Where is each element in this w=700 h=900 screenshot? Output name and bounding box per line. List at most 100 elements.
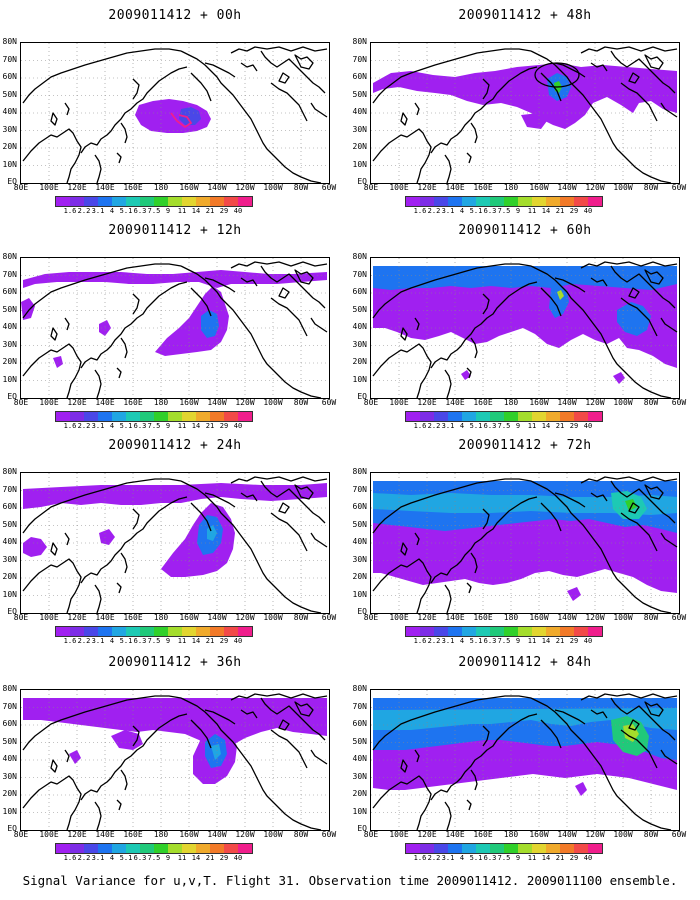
coastline: [120, 337, 128, 359]
longitude-label: 80W: [643, 830, 659, 839]
longitude-label: 140E: [445, 830, 465, 839]
colorbar-swatch: [434, 197, 448, 206]
coastline: [610, 480, 676, 524]
longitude-label: 180: [503, 398, 519, 407]
colorbar-swatch: [546, 197, 560, 206]
coastline: [372, 48, 532, 104]
longitude-label: 140W: [207, 613, 227, 622]
colorbar-label: 9: [165, 422, 171, 430]
colorbar-label: 11: [527, 854, 537, 862]
coastline: [372, 128, 432, 183]
colorbar-label: 11: [527, 207, 537, 215]
longitude-label: 100E: [39, 183, 59, 192]
colorbar-label: 5.1: [469, 422, 483, 430]
map-canvas: [21, 690, 329, 830]
coastline: [204, 277, 236, 293]
colorbar-swatch: [224, 627, 238, 636]
colorbar-label: 2.2: [77, 637, 91, 645]
latitude-label: 50N: [2, 736, 17, 746]
colorbar-swatch: [434, 412, 448, 421]
latitude-label: 40N: [2, 107, 17, 116]
map-frame: [370, 257, 680, 399]
map-panel: 2009011412 + 12h 80N 70N 60N 50N 40N 30N 20N 10N…: [0, 215, 350, 437]
latitude-label: 10N: [352, 374, 367, 384]
colorbar-label: 21: [205, 422, 215, 430]
latitude-label: 40N: [352, 107, 367, 116]
colorbar-swatch: [574, 627, 588, 636]
longitude-label: 160W: [179, 183, 199, 192]
coastline: [190, 719, 212, 749]
coastline: [50, 112, 58, 126]
variance-contour-fill: [99, 529, 115, 545]
coastline: [628, 502, 640, 514]
colorbar-label: 4: [109, 207, 115, 215]
panel-title: 2009011412 + 24h: [108, 438, 242, 453]
colorbar-swatch: [210, 412, 224, 421]
longitude-label: 120E: [67, 183, 87, 192]
longitude-label: 180: [153, 183, 169, 192]
coastline: [64, 317, 70, 331]
coastline: [22, 695, 182, 751]
colorbar-label: 21: [205, 854, 215, 862]
variance-contour-fill: [23, 483, 327, 509]
longitude-label: 80E: [13, 613, 29, 622]
longitude-label: 180: [153, 398, 169, 407]
panel-title: 2009011412 + 60h: [458, 223, 592, 238]
longitude-label: 140E: [95, 613, 115, 622]
colorbar-swatch: [560, 627, 574, 636]
coastline: [50, 542, 58, 556]
colorbar-label: 2.2: [77, 422, 91, 430]
latitude-label: 20N: [352, 572, 367, 581]
colorbar-swatch: [238, 844, 252, 853]
coastline: [444, 369, 452, 398]
longitude-label: 60W: [321, 830, 337, 839]
colorbar-swatch: [154, 844, 168, 853]
longitude-label: 140W: [207, 830, 227, 839]
longitude-label: 80W: [293, 830, 309, 839]
longitude-label: 80E: [363, 613, 379, 622]
coastline: [116, 367, 122, 379]
coastline: [620, 729, 658, 769]
coastline: [660, 317, 678, 333]
coastline: [270, 297, 308, 337]
coastline: [116, 799, 122, 811]
longitude-label: 60W: [671, 183, 687, 192]
map-canvas: [371, 690, 679, 830]
latitude-label: 50N: [2, 519, 17, 529]
colorbar-swatch: [476, 412, 490, 421]
longitude-label: 80W: [643, 613, 659, 622]
colorbar-label: 14: [191, 422, 201, 430]
map-frame: [20, 472, 330, 614]
colorbar-swatch: [476, 627, 490, 636]
colorbar-swatch: [112, 627, 126, 636]
colorbar-label: 1.6: [63, 854, 77, 862]
latitude-label: 10N: [352, 589, 367, 599]
colorbar-swatch: [406, 412, 420, 421]
colorbar-swatch: [210, 627, 224, 636]
colorbar-label: 29: [219, 207, 229, 215]
coastline: [310, 102, 328, 118]
longitude-label: 80E: [13, 830, 29, 839]
colorbar-label: 7.5: [497, 854, 511, 862]
coastline: [204, 492, 236, 508]
longitude-label: 80E: [363, 398, 379, 407]
longitude-label: 160W: [179, 398, 199, 407]
colorbar-label: 14: [541, 854, 551, 862]
coastline: [120, 552, 128, 574]
colorbar-label: 1.6: [63, 207, 77, 215]
longitude-label: 80E: [363, 183, 379, 192]
coastline: [310, 532, 328, 548]
latitude-label: 40N: [2, 754, 17, 763]
coastline: [580, 261, 678, 269]
longitude-label: 100E: [39, 398, 59, 407]
colorbar-label: 14: [541, 207, 551, 215]
longitude-label: 140E: [445, 183, 465, 192]
latitude-label: 60N: [352, 287, 367, 296]
colorbar-swatch: [490, 627, 504, 636]
colorbar-label: 1.6: [63, 422, 77, 430]
longitude-label: 160W: [529, 613, 549, 622]
longitude-label: 120E: [67, 830, 87, 839]
longitude-label: 140W: [207, 398, 227, 407]
colorbar-swatch: [140, 412, 154, 421]
coastline: [414, 532, 420, 546]
